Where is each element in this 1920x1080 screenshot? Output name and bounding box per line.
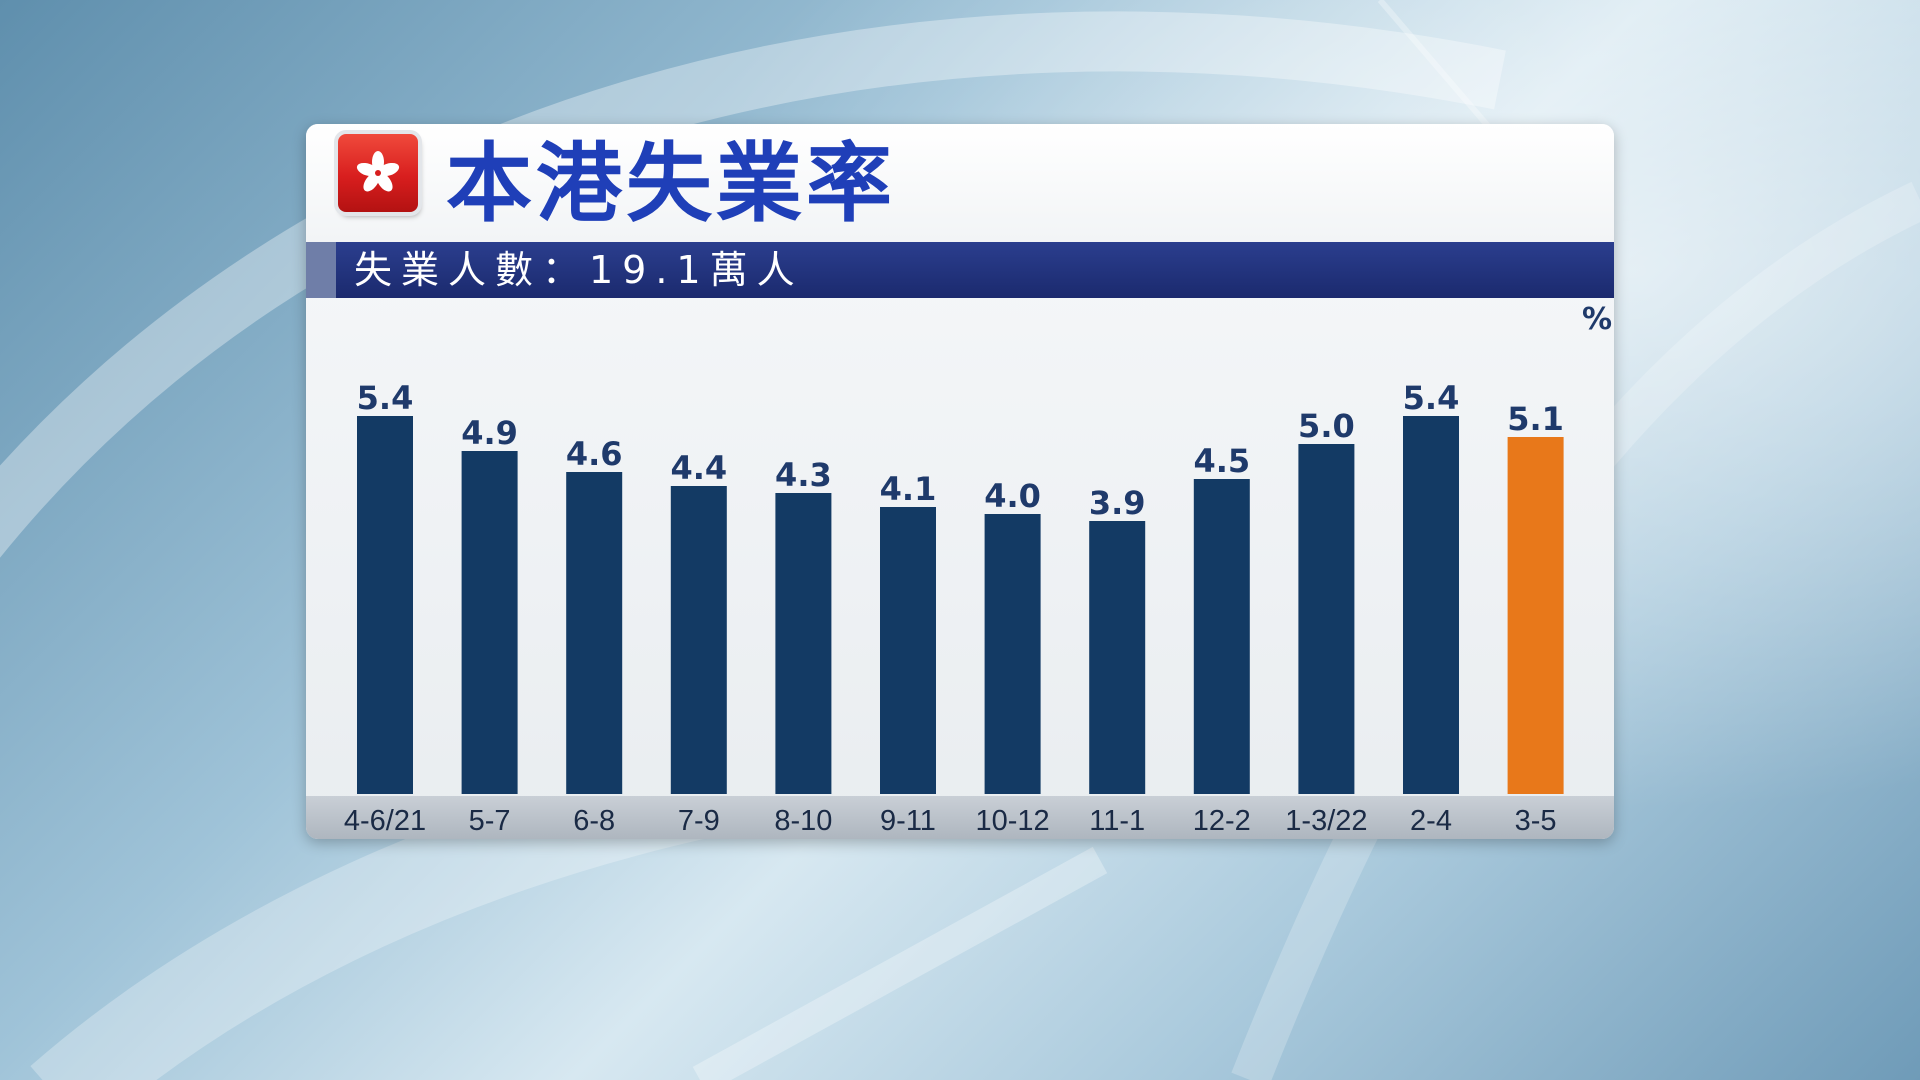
- bar-value-label: 5.1: [1507, 400, 1564, 438]
- x-tick-label: 12-2: [1193, 805, 1251, 837]
- subtitle-bar: 失業人數：19.1萬人: [306, 242, 1614, 298]
- x-tick-label: 6-8: [573, 805, 615, 837]
- title-band: 本港失業率: [306, 124, 1614, 242]
- chart-subtitle: 失業人數：19.1萬人: [354, 248, 804, 292]
- bar-value-label: 4.1: [880, 470, 937, 508]
- bar: [670, 486, 727, 794]
- bar-value-label: 4.9: [461, 414, 518, 452]
- bar-chart: 5.4 4-6/21 4.9 5-7 4.6 6-8 4.4 7-9 4.3 8-10 4.1 9-1…: [344, 379, 1564, 837]
- bar-value-label: 4.3: [775, 456, 832, 494]
- bar-value-label: 5.0: [1298, 407, 1355, 445]
- bar-value-label: 3.9: [1089, 484, 1146, 522]
- y-unit-label: %: [1582, 302, 1613, 337]
- bar: [461, 451, 518, 794]
- bar: [1193, 479, 1250, 794]
- bar-value-label: 4.5: [1193, 442, 1250, 480]
- bar: [775, 493, 832, 794]
- x-tick-label: 4-6/21: [344, 805, 426, 837]
- x-tick-label: 5-7: [469, 805, 511, 837]
- highlight-bar: [1507, 437, 1564, 794]
- chart-panel: 本港失業率 失業人數：19.1萬人 % 5.4 4-6/21 4.9 5-7 4.6 6-…: [306, 124, 1614, 839]
- chart-title: 本港失業率: [446, 134, 896, 234]
- bar-value-label: 4.0: [984, 477, 1041, 515]
- bar: [1298, 444, 1355, 794]
- bar-value-label: 5.4: [1403, 379, 1460, 417]
- x-tick-label: 2-4: [1410, 805, 1452, 837]
- bar-value-label: 4.4: [670, 449, 727, 487]
- subtitle-bar-accent: [306, 242, 336, 298]
- bar: [880, 507, 936, 794]
- bar: [1403, 416, 1459, 794]
- x-tick-label: 11-1: [1089, 805, 1145, 837]
- x-tick-label: 10-12: [976, 805, 1050, 837]
- bar: [566, 472, 623, 794]
- bar-value-label: 5.4: [357, 379, 414, 417]
- x-tick-label: 8-10: [774, 805, 832, 837]
- x-axis-band: [306, 796, 1614, 839]
- x-tick-label: 7-9: [678, 805, 720, 837]
- bar: [984, 514, 1041, 794]
- x-tick-label: 3-5: [1515, 805, 1557, 837]
- bar: [357, 416, 413, 794]
- bar: [1089, 521, 1146, 794]
- hong-kong-flag-icon: [338, 134, 418, 212]
- x-tick-label: 9-11: [880, 805, 936, 837]
- bar-value-label: 4.6: [566, 435, 623, 473]
- x-tick-label: 1-3/22: [1285, 805, 1367, 837]
